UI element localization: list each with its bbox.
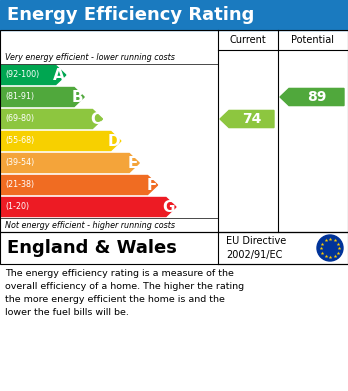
Text: England & Wales: England & Wales [7,239,177,257]
Text: Not energy efficient - higher running costs: Not energy efficient - higher running co… [5,221,175,230]
Text: 89: 89 [307,90,326,104]
Text: A: A [53,68,65,83]
Polygon shape [1,88,84,106]
Polygon shape [1,197,176,217]
Polygon shape [1,131,121,151]
Text: (21-38): (21-38) [5,181,34,190]
Text: D: D [107,133,120,149]
Circle shape [317,235,343,261]
Text: (39-54): (39-54) [5,158,34,167]
Bar [0,30,348,232]
Text: E: E [128,156,138,170]
Bar [0,0,348,30]
Text: (55-68): (55-68) [5,136,34,145]
Text: Current: Current [230,35,266,45]
Text: B: B [72,90,83,104]
Text: (92-100): (92-100) [5,70,39,79]
Text: (69-80): (69-80) [5,115,34,124]
Text: Very energy efficient - lower running costs: Very energy efficient - lower running co… [5,52,175,61]
Polygon shape [1,154,139,172]
Text: Potential: Potential [292,35,334,45]
Text: Energy Efficiency Rating: Energy Efficiency Rating [7,6,254,24]
Polygon shape [280,88,344,106]
Text: G: G [163,199,175,215]
Text: F: F [146,178,157,192]
Polygon shape [1,109,103,129]
Text: (81-91): (81-91) [5,93,34,102]
Bar [0,232,348,264]
Polygon shape [1,66,66,84]
Text: The energy efficiency rating is a measure of the
overall efficiency of a home. T: The energy efficiency rating is a measur… [5,269,244,317]
Text: C: C [90,111,102,127]
Polygon shape [1,176,158,194]
Text: 74: 74 [242,112,261,126]
Polygon shape [220,110,274,127]
Text: (1-20): (1-20) [5,203,29,212]
Text: EU Directive
2002/91/EC: EU Directive 2002/91/EC [226,236,286,260]
